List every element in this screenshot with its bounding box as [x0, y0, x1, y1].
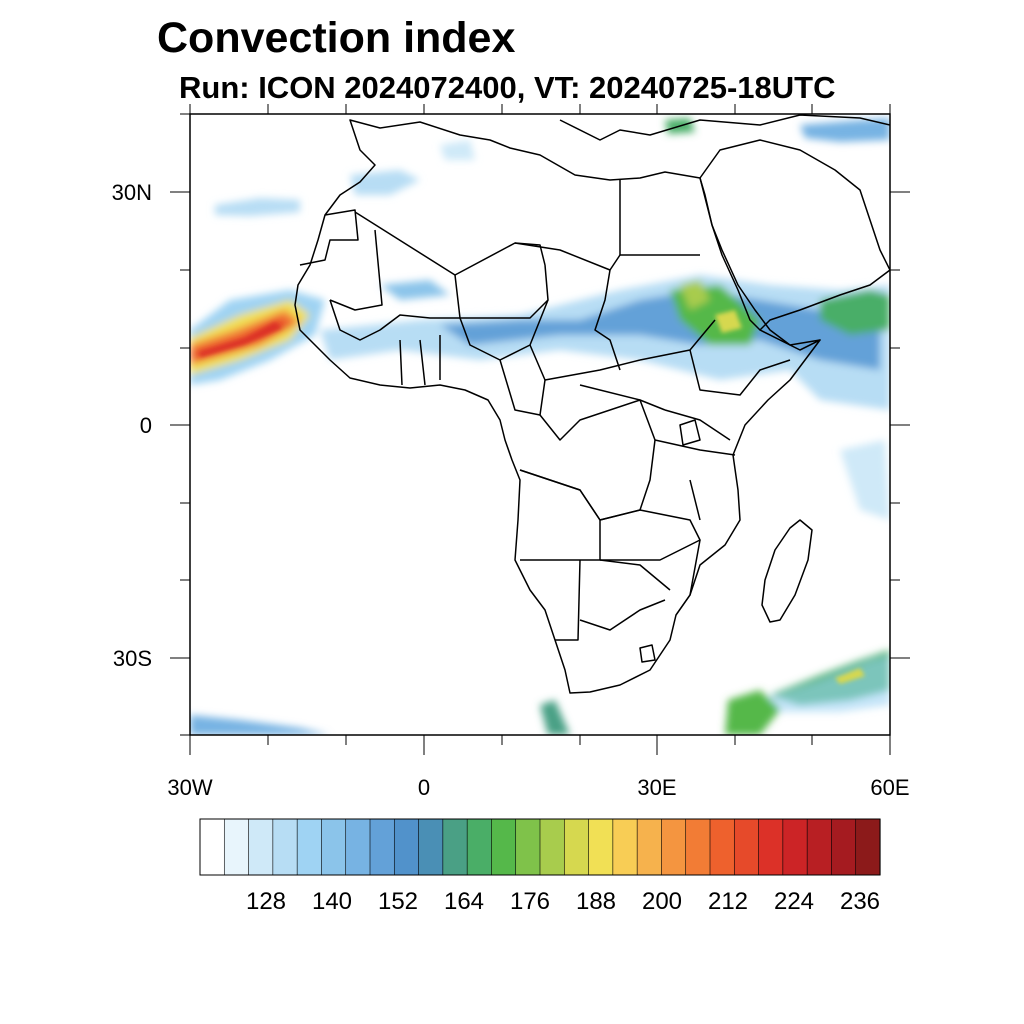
border-west-africa-2	[399, 335, 441, 386]
colorbar-swatch	[539, 818, 565, 876]
border-libya-niger	[514, 242, 621, 271]
colorbar-label-176: 176	[509, 888, 551, 915]
colorbar-label-188: 188	[575, 888, 617, 915]
colorbar-swatch	[758, 818, 784, 876]
atlantic-plume-hot	[200, 322, 282, 357]
colorbar-swatch	[393, 818, 420, 876]
lon-label-0: 0	[417, 775, 431, 800]
lat-label-0: 0	[139, 413, 152, 438]
colorbar-swatch	[515, 818, 541, 876]
colorbar-swatch	[223, 818, 250, 876]
colorbar-swatch	[782, 818, 808, 876]
border-ethiopia	[689, 349, 791, 396]
colorbar-swatch	[733, 818, 760, 876]
colorbar-swatch	[855, 818, 881, 876]
border-mozambique	[675, 539, 701, 616]
southern-storm-3	[540, 700, 570, 735]
lon-label-30e: 30E	[637, 775, 677, 800]
southern-storm-2	[725, 690, 780, 735]
border-angola	[519, 469, 601, 561]
graticule-ticks	[170, 104, 910, 755]
border-mauritania-mali	[329, 229, 383, 311]
colorbar-swatch	[588, 818, 614, 876]
colorbar-swatch	[272, 818, 298, 876]
north-cells-5	[800, 118, 890, 142]
lake-victoria	[679, 419, 701, 446]
colorbar-swatch	[369, 818, 395, 876]
colorbar-swatch	[661, 818, 687, 876]
colorbar-swatch	[709, 818, 735, 876]
coastlines-borders	[294, 114, 890, 694]
lon-label-30w: 30W	[167, 775, 213, 800]
horn-of-africa	[759, 329, 821, 351]
colorbar-swatch	[199, 818, 225, 876]
colorbar-swatch	[563, 818, 590, 876]
lat-label-30n: 30N	[111, 180, 152, 205]
colorbar-swatch	[418, 818, 444, 876]
colorbar-label-140: 140	[311, 888, 353, 915]
colorbar-label-236: 236	[839, 888, 881, 915]
border-chad-sudan	[594, 269, 621, 371]
southern-storm-1-light	[760, 655, 890, 712]
colorbar-label-212: 212	[707, 888, 749, 915]
colorbar-swatch	[321, 818, 347, 876]
mediterranean-europe	[559, 114, 890, 141]
nile-blob	[680, 280, 710, 310]
colorbar	[199, 818, 881, 876]
sahel-band-mid	[440, 290, 880, 370]
colorbar-label-164: 164	[443, 888, 485, 915]
border-east-africa	[654, 409, 736, 521]
southern-storm-4	[190, 715, 330, 735]
colorbar-swatch	[248, 818, 274, 876]
colorbar-swatch	[831, 818, 857, 876]
colorbar-swatch	[636, 818, 663, 876]
border-zambia	[599, 509, 701, 561]
convection-field	[190, 118, 890, 735]
chart-title: Convection index	[157, 14, 516, 62]
arabian-sea-green	[820, 290, 890, 335]
arabia	[699, 139, 890, 331]
southern-storm-yellow	[835, 668, 865, 684]
border-car	[544, 359, 666, 411]
border-libya-egypt	[619, 180, 700, 256]
north-cells-2	[350, 170, 420, 195]
colorbar-swatch	[442, 818, 468, 876]
north-cells-3	[440, 140, 475, 160]
lon-label-60e: 60E	[870, 775, 910, 800]
colorbar-frame	[199, 818, 881, 876]
border-botswana	[579, 599, 666, 631]
colorbar-swatch	[612, 818, 638, 876]
border-w-sahara	[299, 209, 359, 266]
lat-label-30s: 30S	[112, 646, 152, 671]
madagascar	[761, 519, 813, 623]
colorbar-label-128: 128	[245, 888, 287, 915]
east-africa-cells	[840, 440, 890, 520]
border-niger-chad	[454, 264, 549, 319]
border-west-africa-1	[329, 299, 460, 341]
border-namibia	[555, 559, 671, 641]
colorbar-label-200: 200	[641, 888, 683, 915]
colorbar-label-224: 224	[773, 888, 815, 915]
colorbar-swatch	[685, 818, 711, 876]
chart-subtitle: Run: ICON 2024072400, VT: 20240725-18UTC	[179, 70, 836, 105]
map-frame	[189, 113, 891, 736]
north-cells-1	[215, 198, 300, 216]
colorbar-swatch	[296, 818, 323, 876]
colorbar-swatch	[466, 818, 493, 876]
colorbar-swatch	[806, 818, 833, 876]
colorbar-label-152: 152	[377, 888, 419, 915]
lesotho	[639, 644, 656, 663]
colorbar-swatch	[345, 818, 371, 876]
sahara-cells	[380, 280, 450, 300]
ethiopia-yellow	[715, 310, 742, 333]
colorbar-swatch	[491, 818, 517, 876]
africa-coastline	[294, 119, 821, 694]
